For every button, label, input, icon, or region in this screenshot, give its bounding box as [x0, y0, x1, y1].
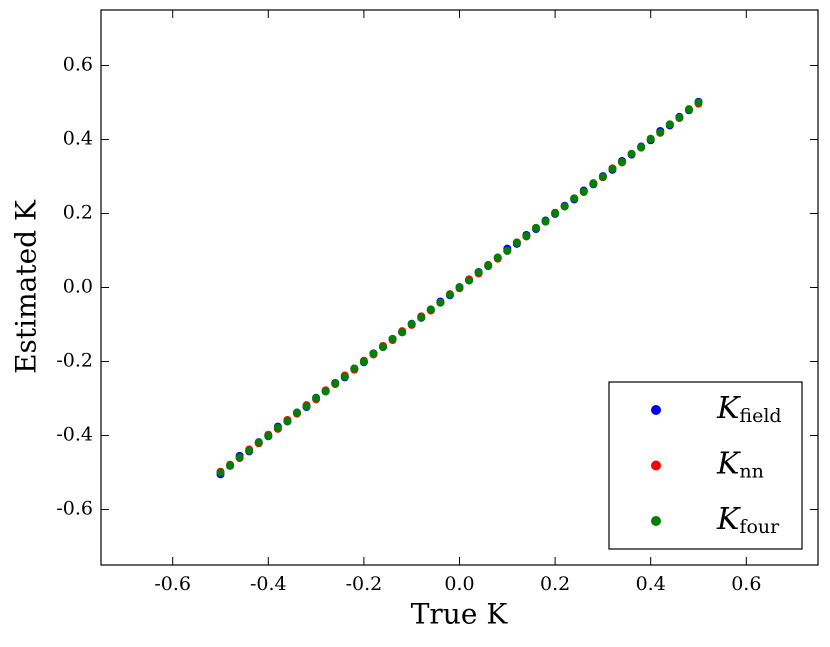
point — [359, 357, 368, 366]
point — [331, 379, 340, 388]
legend-label: Kfield — [716, 391, 782, 427]
point — [273, 423, 282, 432]
point — [522, 232, 531, 241]
point — [254, 438, 263, 447]
point — [407, 320, 416, 329]
point — [493, 253, 502, 262]
legend-marker — [651, 405, 661, 415]
x-tick-label: -0.6 — [154, 573, 191, 595]
x-tick-label: 0.6 — [731, 573, 761, 595]
y-axis-label: Estimated K — [10, 199, 43, 374]
point — [292, 408, 301, 417]
y-tick-label: 0.0 — [63, 276, 93, 298]
point — [312, 394, 321, 403]
x-tick-label: -0.2 — [346, 573, 383, 595]
point — [560, 202, 569, 211]
y-tick-label: -0.2 — [56, 350, 93, 372]
point — [264, 431, 273, 440]
legend-label: Kfour — [716, 502, 780, 538]
point — [684, 105, 693, 114]
point — [675, 113, 684, 122]
y-tick-label: 0.2 — [63, 202, 93, 224]
point — [541, 217, 550, 226]
point — [340, 372, 349, 381]
point — [216, 468, 225, 477]
y-tick-label: 0.6 — [63, 54, 93, 76]
point — [637, 143, 646, 152]
point — [656, 128, 665, 137]
point — [627, 149, 636, 158]
point — [350, 364, 359, 373]
point — [579, 187, 588, 196]
x-tick-label: 0.0 — [444, 573, 474, 595]
x-axis-label: True K — [411, 598, 509, 631]
x-tick-label: 0.2 — [540, 573, 570, 595]
point — [226, 461, 235, 470]
legend-marker — [651, 516, 661, 526]
point — [608, 164, 617, 173]
point — [531, 223, 540, 232]
point — [417, 313, 426, 322]
point — [474, 268, 483, 277]
point — [379, 343, 388, 352]
legend-box — [608, 381, 803, 550]
point — [245, 446, 254, 455]
point — [570, 194, 579, 203]
y-tick-label: -0.4 — [56, 424, 93, 446]
point — [426, 305, 435, 314]
point — [618, 158, 627, 167]
point — [665, 120, 674, 129]
point — [388, 334, 397, 343]
point — [589, 179, 598, 188]
point — [283, 417, 292, 426]
point — [512, 238, 521, 247]
point — [503, 246, 512, 255]
point — [455, 283, 464, 292]
legend-marker — [651, 460, 661, 471]
point — [598, 172, 607, 181]
point — [235, 453, 244, 462]
point — [551, 209, 560, 218]
x-tick-label: 0.4 — [636, 573, 666, 595]
point — [445, 290, 454, 299]
point — [321, 387, 330, 396]
x-tick-label: -0.4 — [250, 573, 287, 595]
legend-label: Knn — [716, 447, 764, 483]
point — [398, 328, 407, 337]
point — [484, 261, 493, 270]
point — [694, 98, 703, 107]
point — [646, 135, 655, 144]
y-tick-label: 0.4 — [63, 128, 93, 150]
point — [465, 276, 474, 285]
point — [302, 402, 311, 411]
point — [436, 298, 445, 307]
point — [369, 349, 378, 358]
y-tick-label: -0.6 — [56, 498, 93, 520]
